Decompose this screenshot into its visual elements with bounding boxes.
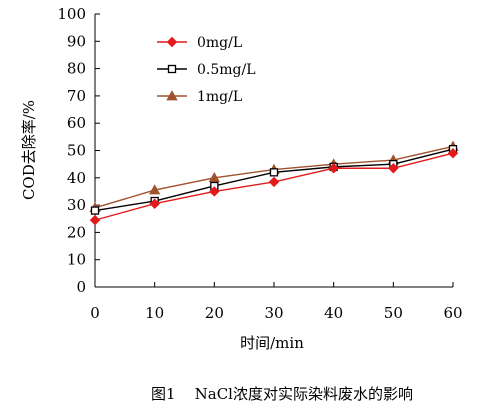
axes: 0 10 20 30 40 50 60 70 80 90 100 0 10 20 30 40 50 60 bbox=[57, 5, 462, 322]
y-tick-label: 40 bbox=[67, 169, 86, 187]
y-tick-label: 60 bbox=[67, 114, 86, 132]
legend-label: 0mg/L bbox=[197, 35, 242, 51]
x-tick-label: 30 bbox=[264, 304, 283, 322]
data-point-diamond bbox=[268, 176, 280, 188]
data-point-diamond bbox=[166, 36, 178, 48]
x-tick-label: 50 bbox=[384, 304, 403, 322]
series-1 bbox=[89, 148, 459, 226]
data-point-square bbox=[90, 206, 100, 215]
data-point-diamond bbox=[447, 148, 459, 159]
data-point-square bbox=[269, 168, 279, 177]
y-tick-label: 0 bbox=[76, 278, 86, 296]
x-tick-label: 60 bbox=[443, 304, 462, 322]
data-point-diamond bbox=[89, 214, 101, 226]
data-point-diamond bbox=[388, 163, 399, 174]
data-point-triangle bbox=[166, 90, 178, 101]
y-tick-label: 100 bbox=[57, 5, 86, 23]
y-tick-label: 70 bbox=[67, 87, 86, 105]
data-point-square bbox=[167, 64, 177, 74]
x-tick-label: 0 bbox=[90, 304, 100, 322]
y-tick-label: 80 bbox=[67, 60, 86, 78]
x-tick-label: 10 bbox=[145, 304, 164, 322]
legend-label: 0.5mg/L bbox=[197, 62, 256, 78]
data-point-triangle bbox=[208, 171, 220, 183]
series-3 bbox=[89, 140, 459, 213]
y-tick-label: 10 bbox=[67, 251, 86, 269]
y-tick-label: 20 bbox=[67, 223, 86, 241]
data-point-triangle bbox=[149, 184, 161, 195]
data-point-diamond bbox=[209, 186, 220, 197]
y-tick-label: 30 bbox=[67, 196, 86, 214]
data-point-diamond bbox=[328, 163, 339, 174]
legend-item-2: 0.5mg/L bbox=[157, 62, 256, 78]
legend-item-3: 1mg/L bbox=[157, 89, 242, 105]
figure-caption: 图1 NaCl浓度对实际染料废水的影响 bbox=[151, 385, 413, 403]
series-layer bbox=[89, 140, 459, 226]
x-tick-label: 40 bbox=[324, 304, 343, 322]
y-tick-label: 90 bbox=[67, 32, 86, 50]
x-axis-title: 时间/min bbox=[240, 334, 304, 352]
data-point-diamond bbox=[149, 198, 160, 209]
legend-item-1: 0mg/L bbox=[157, 35, 242, 51]
y-tick-label: 50 bbox=[67, 142, 86, 160]
legend: 0mg/L 0.5mg/L 1mg/L bbox=[157, 35, 256, 105]
x-tick-label: 20 bbox=[205, 304, 224, 322]
y-axis-title: COD去除率/% bbox=[20, 100, 38, 200]
legend-label: 1mg/L bbox=[197, 89, 242, 105]
